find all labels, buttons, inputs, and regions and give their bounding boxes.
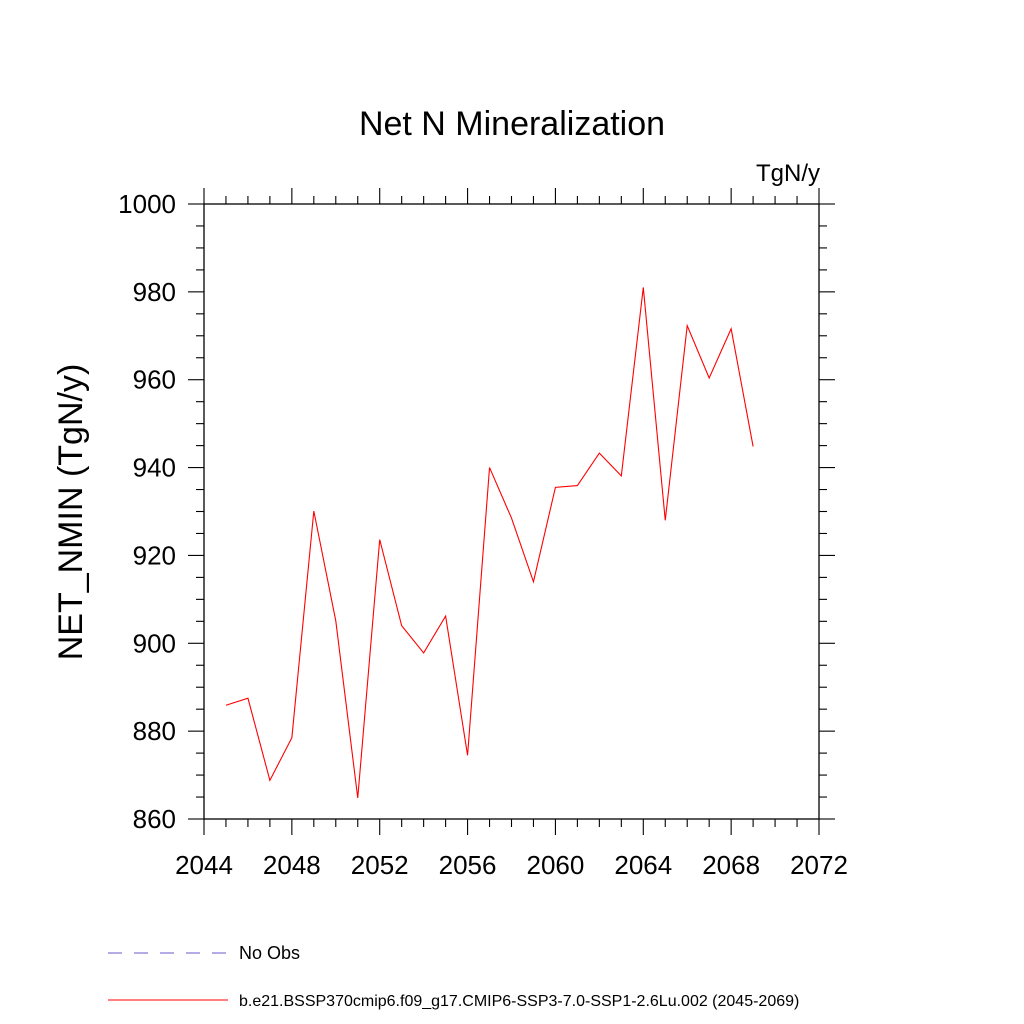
x-tick-label: 2072 — [790, 850, 848, 880]
legend-label-series: b.e21.BSSP370cmip6.f09_g17.CMIP6-SSP3-7.… — [239, 993, 799, 1010]
x-tick-label: 2060 — [527, 850, 585, 880]
x-tick-label: 2052 — [351, 850, 409, 880]
axis-ticks — [188, 188, 835, 835]
series-line — [225, 287, 754, 798]
x-tick-label: 2044 — [175, 850, 233, 880]
units-label: TgN/y — [756, 160, 820, 187]
chart-title: Net N Mineralization — [359, 105, 665, 143]
legend: No Obs b.e21.BSSP370cmip6.f09_g17.CMIP6-… — [108, 943, 799, 1010]
y-tick-label: 860 — [133, 804, 176, 834]
legend-label-no-obs: No Obs — [239, 943, 300, 963]
x-tick-label: 2064 — [614, 850, 672, 880]
y-tick-label: 940 — [133, 453, 176, 483]
y-tick-label: 960 — [133, 365, 176, 395]
y-axis-label: NET_NMIN (TgN/y) — [52, 364, 90, 661]
y-tick-label: 920 — [133, 540, 176, 570]
x-tick-label: 2048 — [263, 850, 321, 880]
y-tick-label: 1000 — [118, 189, 176, 219]
x-tick-label: 2056 — [439, 850, 497, 880]
tick-labels: 2044 2048 2052 2056 2060 2064 2068 2072 860 880 90… — [118, 189, 848, 880]
plot-frame — [203, 203, 820, 820]
x-tick-label: 2068 — [702, 850, 760, 880]
y-tick-label: 980 — [133, 277, 176, 307]
y-tick-label: 880 — [133, 716, 176, 746]
series-layer — [225, 287, 754, 798]
y-tick-label: 900 — [133, 628, 176, 658]
